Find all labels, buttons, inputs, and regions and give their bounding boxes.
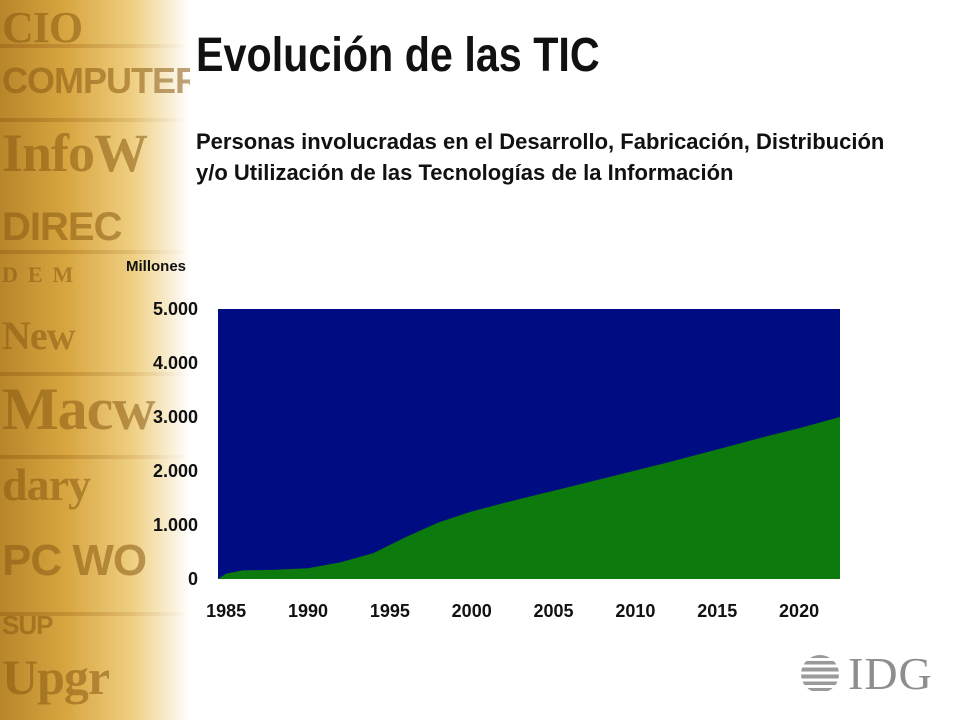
idg-logo-text: IDG [848, 648, 933, 699]
x-tick-label: 2015 [697, 601, 738, 621]
slide-title: Evolución de las TIC [196, 29, 600, 82]
y-tick-label: 4.000 [152, 353, 198, 373]
decorative-magazine-collage: CIO COMPUTER InfoW DIREC DEM New Macw da… [0, 0, 190, 720]
x-tick-label: 2010 [615, 601, 656, 621]
x-tick-label: 1985 [206, 601, 247, 621]
y-tick-label: 5.000 [152, 299, 198, 319]
area-series [218, 417, 840, 579]
idg-logo: IDG [796, 648, 936, 699]
slide-subtitle: Personas involucradas en el Desarrollo, … [196, 129, 885, 185]
y-tick-label: 1.000 [152, 515, 198, 535]
y-axis-label: Millones [126, 258, 187, 275]
x-tick-label: 2020 [779, 601, 820, 621]
x-tick-label: 2000 [451, 601, 492, 621]
y-tick-label: 0 [187, 569, 198, 589]
x-tick-label: 1990 [287, 601, 329, 621]
idg-globe-icon [801, 655, 839, 691]
x-tick-label: 2005 [533, 601, 574, 621]
y-tick-label: 2.000 [152, 461, 198, 481]
y-tick-label: 3.000 [152, 407, 198, 427]
x-tick-label: 1995 [369, 601, 410, 621]
